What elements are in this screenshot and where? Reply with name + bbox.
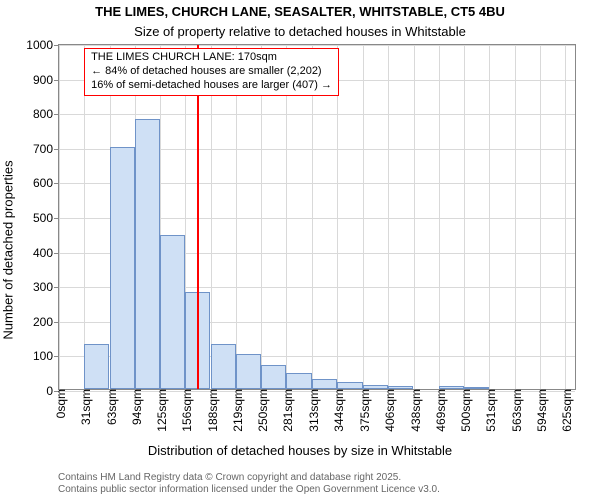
gridline-vertical (236, 45, 237, 389)
annotation-box: THE LIMES CHURCH LANE: 170sqm← 84% of de… (84, 48, 339, 95)
histogram-bar (388, 386, 413, 389)
footer-line-2: Contains public sector information licen… (58, 484, 440, 496)
gridline-vertical (388, 45, 389, 389)
gridline-vertical (84, 45, 85, 389)
gridline-vertical (464, 45, 465, 389)
histogram-bar (236, 354, 261, 389)
histogram-bar (211, 344, 236, 389)
gridline-vertical (261, 45, 262, 389)
histogram-bar (439, 386, 464, 389)
reference-line (197, 45, 199, 389)
gridline-vertical (439, 45, 440, 389)
gridline-horizontal (59, 45, 575, 46)
histogram-bar (84, 344, 109, 389)
plot-area: 010020030040050060070080090010000sqm31sq… (58, 44, 576, 390)
chart-container: THE LIMES, CHURCH LANE, SEASALTER, WHITS… (0, 0, 600, 500)
chart-title: THE LIMES, CHURCH LANE, SEASALTER, WHITS… (0, 4, 600, 19)
gridline-horizontal (59, 114, 575, 115)
gridline-vertical (286, 45, 287, 389)
histogram-bar (261, 365, 286, 389)
footer-attribution: Contains HM Land Registry data © Crown c… (58, 472, 440, 496)
gridline-vertical (363, 45, 364, 389)
histogram-bar (337, 382, 362, 389)
gridline-vertical (414, 45, 415, 389)
annotation-line-3: 16% of semi-detached houses are larger (… (91, 79, 332, 93)
chart-subtitle: Size of property relative to detached ho… (0, 24, 600, 39)
histogram-bar (135, 119, 160, 389)
x-axis-label: Distribution of detached houses by size … (0, 443, 600, 458)
gridline-vertical (312, 45, 313, 389)
annotation-line-2: ← 84% of detached houses are smaller (2,… (91, 65, 332, 79)
gridline-vertical (211, 45, 212, 389)
y-axis-label: Number of detached properties (1, 160, 16, 339)
histogram-bar (110, 147, 135, 389)
histogram-bar (312, 379, 337, 389)
gridline-vertical (540, 45, 541, 389)
histogram-bar (464, 387, 489, 389)
histogram-bar (286, 373, 311, 389)
gridline-vertical (489, 45, 490, 389)
gridline-vertical (515, 45, 516, 389)
gridline-vertical (337, 45, 338, 389)
gridline-vertical (565, 45, 566, 389)
footer-line-1: Contains HM Land Registry data © Crown c… (58, 472, 440, 484)
annotation-line-1: THE LIMES CHURCH LANE: 170sqm (91, 51, 332, 65)
histogram-bar (160, 235, 185, 389)
gridline-vertical (59, 45, 60, 389)
histogram-bar (363, 385, 388, 389)
